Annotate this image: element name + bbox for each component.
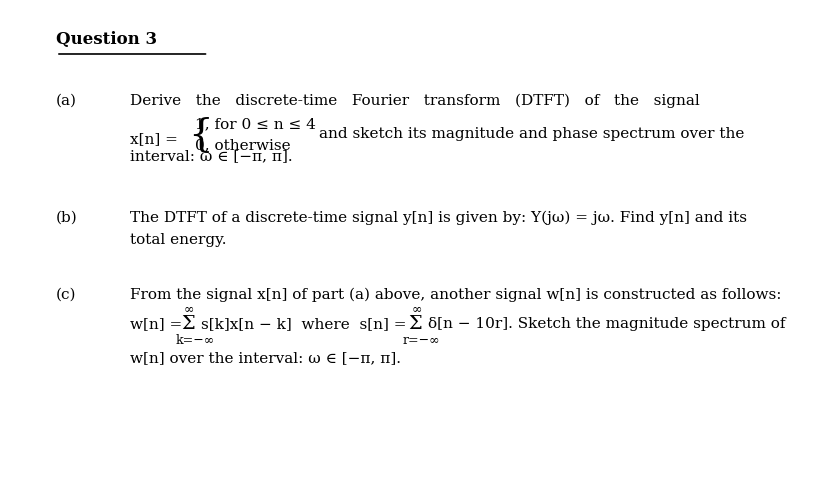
Text: w[n] over the interval: ω ∈ [−π, π].: w[n] over the interval: ω ∈ [−π, π]. <box>130 351 401 366</box>
Text: ∞: ∞ <box>411 302 421 315</box>
Text: (a): (a) <box>56 93 77 107</box>
Text: interval: ω ∈ [−π, π].: interval: ω ∈ [−π, π]. <box>130 149 293 163</box>
Text: δ[n − 10r]. Sketch the magnitude spectrum of: δ[n − 10r]. Sketch the magnitude spectru… <box>428 317 786 331</box>
Text: w[n] =: w[n] = <box>130 317 182 331</box>
Text: x[n] =: x[n] = <box>130 132 178 146</box>
Text: {: { <box>188 117 213 154</box>
Text: The DTFT of a discrete-time signal y[n] is given by: Y(jω) = jω. Find y[n] and i: The DTFT of a discrete-time signal y[n] … <box>130 211 746 225</box>
Text: (b): (b) <box>56 211 78 225</box>
Text: ∞: ∞ <box>183 302 194 315</box>
Text: and sketch its magnitude and phase spectrum over the: and sketch its magnitude and phase spect… <box>319 127 745 141</box>
Text: 0, otherwise: 0, otherwise <box>195 138 291 152</box>
Text: Σ: Σ <box>181 315 195 333</box>
Text: s[k]x[n − k]  where  s[n] =: s[k]x[n − k] where s[n] = <box>201 317 406 331</box>
Text: r=−∞: r=−∞ <box>403 334 440 347</box>
Text: k=−∞: k=−∞ <box>175 334 214 347</box>
Text: total energy.: total energy. <box>130 233 226 247</box>
Text: (c): (c) <box>56 288 77 302</box>
Text: From the signal x[n] of part (a) above, another signal w[n] is constructed as fo: From the signal x[n] of part (a) above, … <box>130 288 781 302</box>
Text: Derive   the   discrete-time   Fourier   transform   (DTFT)   of   the   signal: Derive the discrete-time Fourier transfo… <box>130 93 700 108</box>
Text: 1, for 0 ≤ n ≤ 4: 1, for 0 ≤ n ≤ 4 <box>195 118 316 131</box>
Text: Question 3: Question 3 <box>56 31 157 48</box>
Text: Σ: Σ <box>409 315 422 333</box>
